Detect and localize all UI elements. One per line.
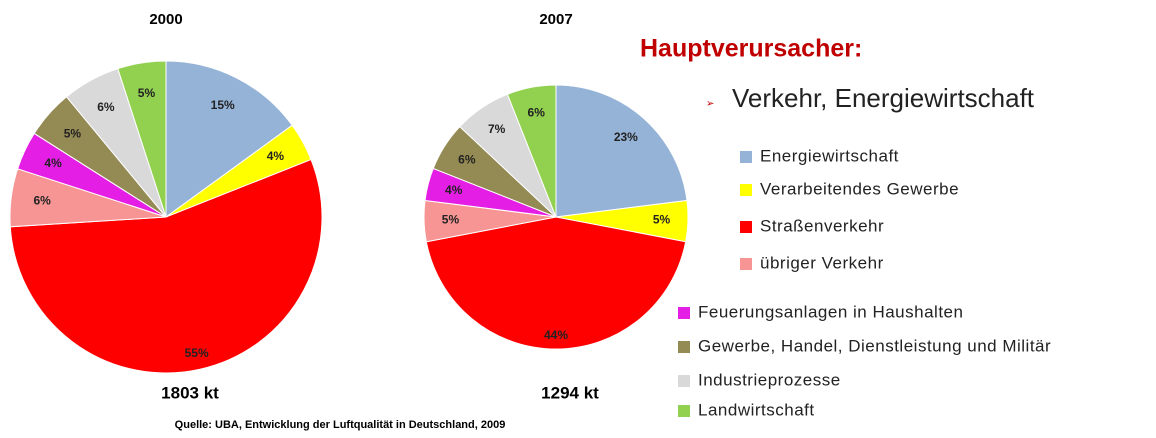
- pie-slice: [117, 60, 167, 218]
- legend-label: Energiewirtschaft: [760, 146, 899, 165]
- pie-total: 1294 kt: [541, 383, 599, 402]
- legend-swatch: [740, 258, 752, 270]
- data-label: 5%: [442, 212, 460, 226]
- legend-swatch: [678, 307, 690, 319]
- legend-swatch: [740, 151, 752, 163]
- legend-label: Landwirtschaft: [698, 400, 815, 419]
- data-label: 55%: [185, 346, 209, 360]
- data-label: 4%: [267, 149, 285, 163]
- legend-label: Straßenverkehr: [760, 216, 884, 235]
- data-label: 23%: [614, 130, 638, 144]
- legend-swatch: [678, 375, 690, 387]
- data-label: 7%: [488, 122, 506, 136]
- data-label: 5%: [653, 212, 671, 226]
- source: Quelle: UBA, Entwicklung der Luftqualitä…: [175, 419, 506, 431]
- data-label: 5%: [64, 127, 82, 141]
- heading: Hauptverursacher:: [640, 35, 862, 63]
- data-label: 6%: [34, 194, 52, 208]
- pie-slice: [506, 84, 557, 218]
- data-label: 44%: [544, 328, 568, 342]
- legend-label: Feuerungsanlagen in Haushalten: [698, 302, 963, 321]
- legend-swatch: [740, 221, 752, 233]
- pie-total: 1803 kt: [161, 383, 219, 402]
- pie-title: 2007: [539, 11, 572, 28]
- data-label: 6%: [458, 153, 476, 167]
- legend-swatch: [678, 405, 690, 417]
- legend-label: Verarbeitendes Gewerbe: [760, 179, 959, 198]
- pie-slice: [555, 84, 688, 218]
- legend-swatch: [740, 184, 752, 196]
- data-label: 6%: [528, 105, 546, 119]
- data-label: 4%: [445, 183, 463, 197]
- legend-swatch: [678, 341, 690, 353]
- data-label: 5%: [138, 86, 156, 100]
- pie-slice: [165, 60, 293, 218]
- bullet-marker: ➢: [706, 99, 714, 110]
- data-label: 6%: [97, 100, 115, 114]
- pie-slice: [9, 158, 323, 374]
- pie-title: 2000: [149, 11, 182, 28]
- legend-label: Industrieprozesse: [698, 370, 841, 389]
- legend-label: übriger Verkehr: [760, 253, 884, 272]
- data-label: 15%: [211, 98, 235, 112]
- legend-label: Gewerbe, Handel, Dienstleistung und Mili…: [698, 336, 1051, 355]
- pie-slice: [425, 216, 687, 350]
- data-label: 4%: [44, 156, 62, 170]
- bullet-text: Verkehr, Energiewirtschaft: [732, 83, 1035, 113]
